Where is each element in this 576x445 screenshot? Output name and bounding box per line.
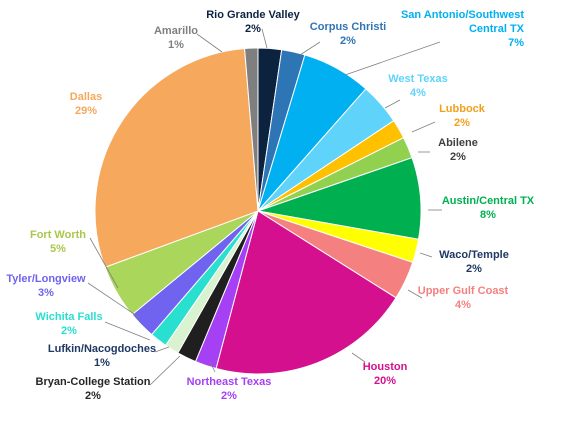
data-label-value: 2% [340,35,356,47]
data-label-value: 1% [168,39,184,51]
data-label-san-antonio-southwest-central-tx: San Antonio/Southwest Central TX 7% [401,9,525,49]
data-label-abilene: Abilene 2% [438,137,478,163]
data-label-name: Dallas [70,91,102,103]
data-label-value: 2% [221,390,237,402]
leader-line-houston [351,352,366,363]
data-label-value: 2% [466,263,482,275]
leader-line-amarillo [196,33,223,53]
leader-line-northeast-texas [209,361,216,373]
data-label-lufkin-nacogdoches: Lufkin/Nacogdoches 1% [48,343,156,369]
data-label-fort-worth: Fort Worth 5% [30,229,86,255]
data-label-value: 2% [454,117,470,129]
leader-line-tyler-longview [87,282,141,319]
data-label-waco-temple: Waco/Temple 2% [439,249,509,275]
data-label-value: 2% [245,23,261,35]
leader-line-rio-grande-valley [261,28,268,49]
data-label-name: Rio Grande Valley [206,9,300,21]
leader-line-lufkin-nacogdoches [154,346,170,353]
leader-line-waco-temple [419,252,433,258]
data-label-houston: Houston 20% [363,361,408,387]
data-label-value: 1% [94,357,110,369]
pie-slice-dallas [94,48,259,268]
data-label-name: Upper Gulf Coast [418,285,509,297]
data-label-name: Lufkin/Nacogdoches [48,343,156,355]
data-label-name: Waco/Temple [439,249,509,261]
data-label-upper-gulf-coast: Upper Gulf Coast 4% [418,285,509,311]
data-label-value: 3% [38,287,54,299]
data-label-amarillo: Amarillo 1% [154,25,198,51]
data-label-name: Houston [363,361,408,373]
data-label-wichita-falls: Wichita Falls 2% [35,311,102,337]
data-label-austin-central-tx: Austin/Central TX 8% [442,195,535,221]
data-label-name: Northeast Texas [187,376,272,388]
data-label-name: Tyler/Longview [6,273,86,285]
data-label-bryan-college-station: Bryan-College Station 2% [36,376,151,402]
data-label-value: 20% [374,375,396,387]
leader-line-fort-worth [89,237,119,289]
data-label-value: 2% [61,325,77,337]
leader-line-wichita-falls [104,321,151,341]
data-label-name: San Antonio/Southwest [401,9,524,21]
data-label-value: 8% [480,209,496,221]
leader-line-west-texas [384,99,401,109]
data-label-value: 2% [450,151,466,163]
pie-slice-houston [215,210,397,375]
data-label-west-texas: West Texas 4% [388,73,448,99]
data-label-tyler-longview: Tyler/Longview 3% [6,273,86,299]
data-label-name: Lubbock [439,103,486,115]
data-label-lubbock: Lubbock 2% [439,103,486,129]
data-label-name: Austin/Central TX [442,195,535,207]
data-label-name: West Texas [388,73,448,85]
data-label-value: 7% [508,37,524,49]
data-label-name: Central TX [469,23,525,35]
data-label-name: Fort Worth [30,229,86,241]
data-label-northeast-texas: Northeast Texas 2% [187,376,272,402]
pie-slice-amarillo [244,47,259,212]
data-label-rio-grande-valley: Rio Grande Valley 2% [206,9,300,35]
data-label-corpus-christi: Corpus Christi 2% [310,21,386,47]
data-label-name: Wichita Falls [35,311,102,323]
leader-line-lubbock [411,121,436,133]
data-label-name: Abilene [438,137,478,149]
data-label-value: 5% [50,243,66,255]
data-label-dallas: Dallas 29% [70,91,102,117]
data-label-name: Bryan-College Station [36,376,151,388]
leader-line-corpus-christi [299,41,321,56]
data-label-name: Amarillo [154,25,198,37]
data-label-value: 4% [455,299,471,311]
leader-line-san-antonio-southwest-central-tx [344,41,441,76]
data-label-name: Corpus Christi [310,21,386,33]
data-label-value: 4% [410,87,426,99]
data-label-value: 29% [75,105,97,117]
leader-line-upper-gulf-coast [407,289,423,299]
data-label-value: 2% [85,390,101,402]
leader-line-bryan-college-station [149,355,181,386]
